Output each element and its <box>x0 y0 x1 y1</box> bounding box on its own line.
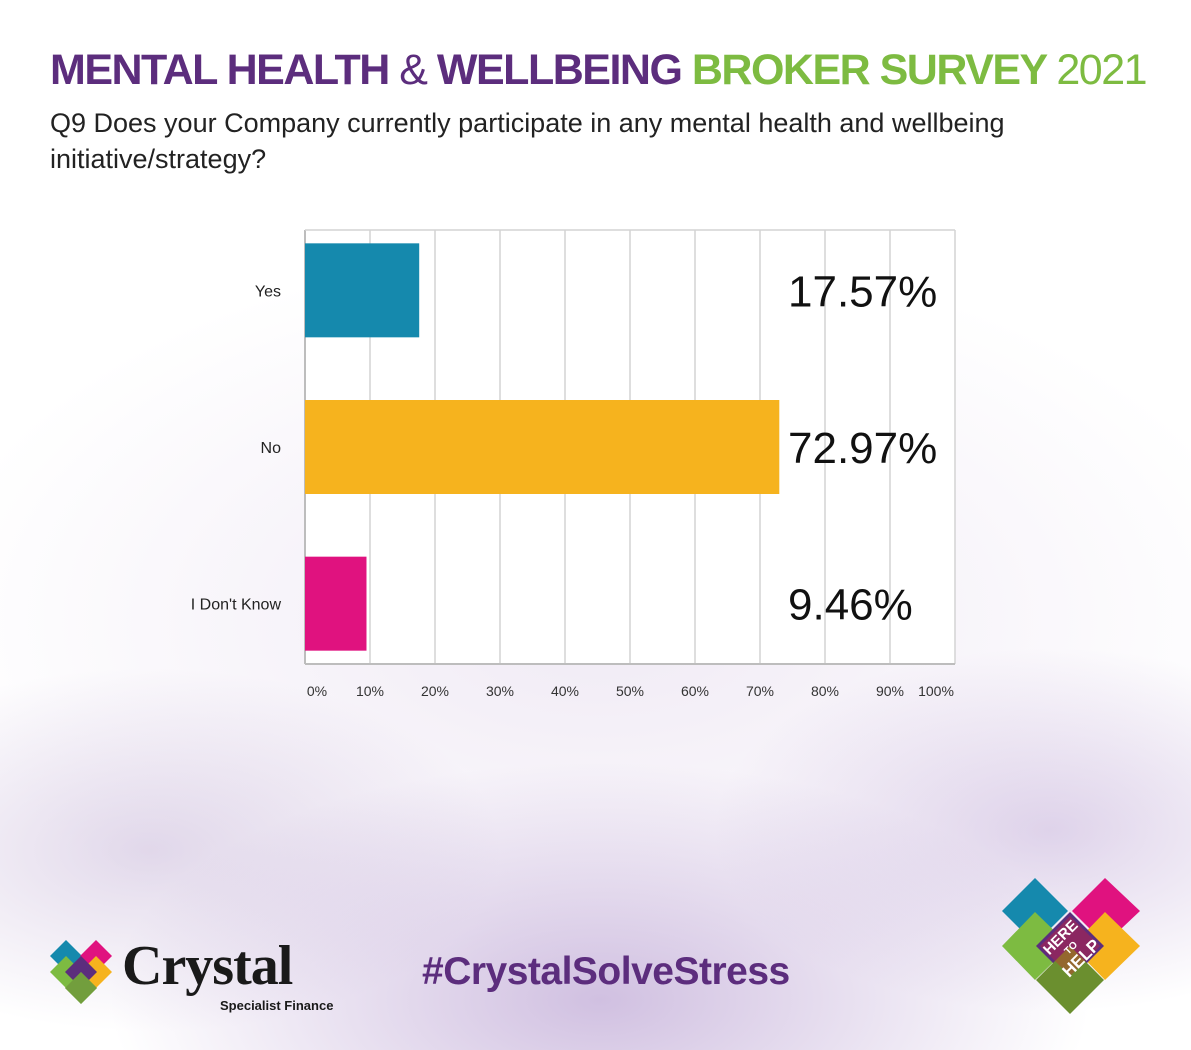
logo-name: Crystal <box>122 935 293 997</box>
category-label: I Don't Know <box>191 597 282 614</box>
value-label: 9.46% <box>788 581 913 630</box>
hashtag: #CrystalSolveStress <box>422 950 790 993</box>
x-tick-label: 50% <box>616 683 644 699</box>
here-to-help-badge: HERE TO HELP <box>1002 878 1140 1014</box>
x-tick-label: 20% <box>421 683 449 699</box>
title-ampersand: & <box>399 46 428 94</box>
crystal-logo <box>48 936 338 1016</box>
value-label: 17.57% <box>788 267 937 316</box>
bar-chart: 0% 10% 20% 30% 40% 50% 60% 70% 80% 90% 100% Yes 17.5… <box>191 229 956 699</box>
survey-question: Q9 Does your Company currently participa… <box>50 108 1005 174</box>
category-label: No <box>261 440 282 457</box>
x-tick-label: 70% <box>746 683 774 699</box>
page-title: MENTAL HEALTH & WELLBEING BROKER SURVEY … <box>50 40 1160 100</box>
bar-0 <box>305 243 420 338</box>
x-tick-label: 0% <box>307 683 327 699</box>
crystal-heart-icon <box>50 940 112 1004</box>
x-tick-label: 40% <box>551 683 579 699</box>
title-mental-health: MENTAL HEALTH <box>50 46 390 94</box>
x-tick-label: 60% <box>681 683 709 699</box>
x-tick-label: 90% <box>876 683 904 699</box>
x-tick-label: 30% <box>486 683 514 699</box>
x-tick-label: 100% <box>918 683 954 699</box>
category-label: Yes <box>255 283 281 300</box>
value-label: 72.97% <box>788 424 937 473</box>
logo-tagline: Specialist Finance <box>220 998 334 1013</box>
title-wellbeing: WELLBEING <box>436 46 683 94</box>
title-year: 2021 <box>1056 46 1147 94</box>
title-broker-survey: BROKER SURVEY <box>691 46 1048 94</box>
bar-1 <box>305 400 780 494</box>
bar-2 <box>305 556 367 651</box>
x-tick-label: 80% <box>811 683 839 699</box>
x-tick-label: 10% <box>356 683 384 699</box>
